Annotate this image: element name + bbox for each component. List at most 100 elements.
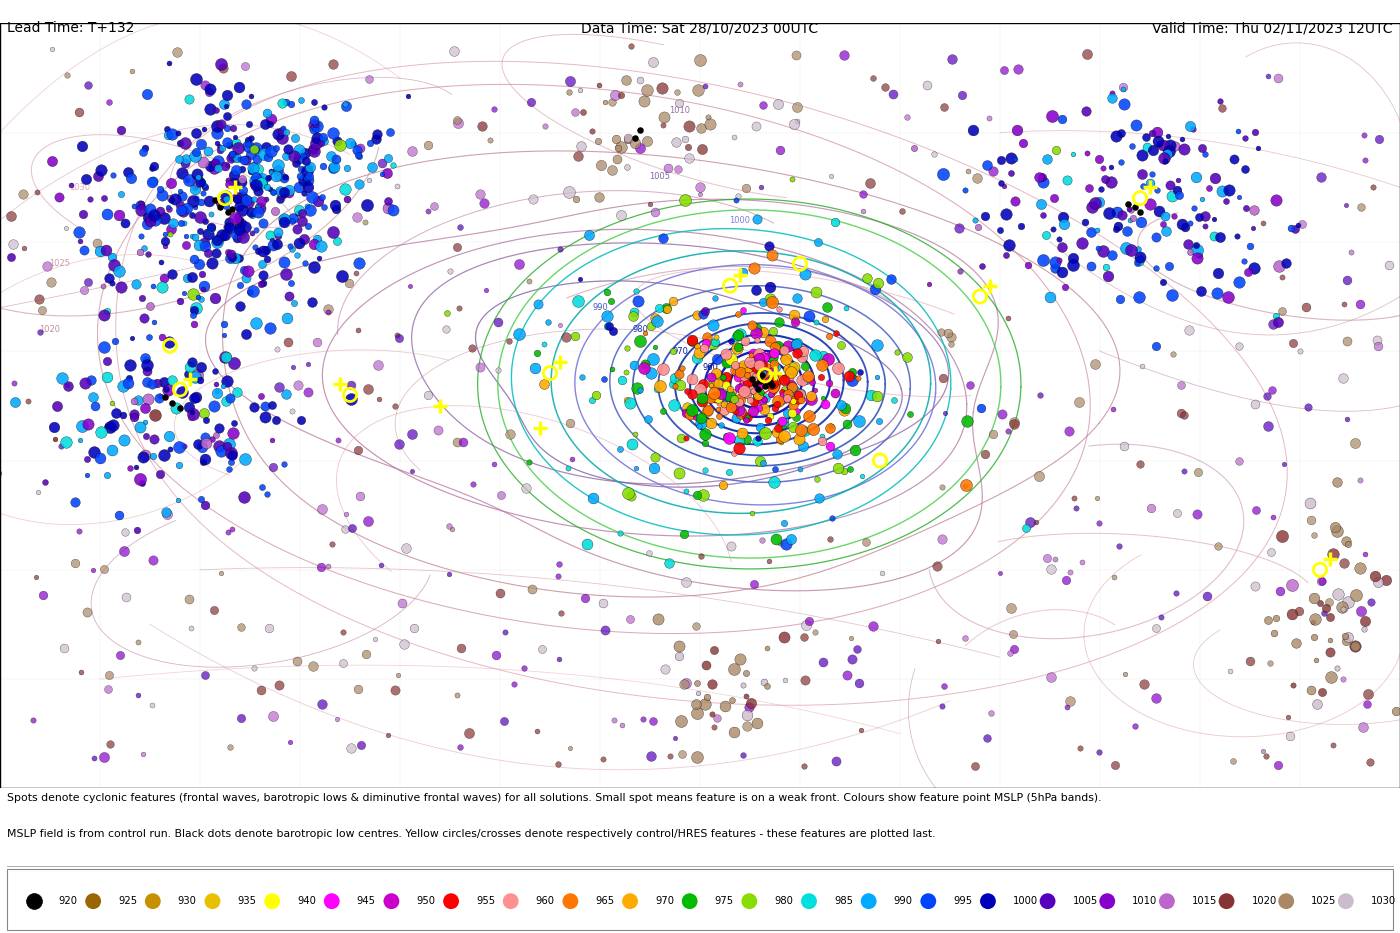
Point xyxy=(757,239,780,254)
Point xyxy=(1319,633,1341,648)
Point xyxy=(1366,339,1389,354)
Point xyxy=(595,285,617,299)
Point xyxy=(749,453,771,468)
Point xyxy=(73,243,95,258)
Point xyxy=(547,652,570,667)
Point xyxy=(724,661,746,676)
Point xyxy=(1252,216,1274,230)
Point xyxy=(218,390,241,405)
Point xyxy=(603,713,626,728)
Point xyxy=(1088,745,1110,759)
Point xyxy=(1224,151,1246,166)
Point xyxy=(1259,655,1281,670)
Point xyxy=(962,122,984,137)
Point xyxy=(391,596,413,611)
Point xyxy=(749,373,771,388)
Point xyxy=(955,413,977,428)
Point xyxy=(1226,123,1249,138)
Text: 930: 930 xyxy=(178,897,197,906)
Point xyxy=(267,162,290,177)
Point xyxy=(748,431,770,446)
Point xyxy=(77,417,99,432)
Point xyxy=(668,367,690,382)
Point xyxy=(713,397,735,412)
Point xyxy=(288,168,311,183)
Point xyxy=(1333,556,1355,571)
Point xyxy=(811,428,833,443)
Point xyxy=(689,52,711,67)
Point xyxy=(148,203,171,218)
Point xyxy=(297,218,319,233)
Point xyxy=(925,558,948,573)
Point xyxy=(729,362,752,377)
Point xyxy=(1056,700,1078,715)
Point xyxy=(1245,503,1267,518)
Point xyxy=(819,532,841,547)
Point xyxy=(601,94,623,109)
Point xyxy=(266,229,288,244)
Point xyxy=(729,327,752,341)
Point xyxy=(168,294,190,309)
Point xyxy=(564,191,587,206)
Point xyxy=(294,146,316,160)
Point xyxy=(759,381,781,396)
Point xyxy=(874,79,896,94)
Point xyxy=(85,236,108,251)
Point xyxy=(503,676,525,691)
Point xyxy=(168,457,190,472)
Point xyxy=(749,384,771,399)
Point xyxy=(788,257,811,272)
Point xyxy=(31,302,53,317)
Point xyxy=(204,245,227,260)
Point xyxy=(1032,207,1054,222)
Point xyxy=(858,176,881,191)
Text: 965: 965 xyxy=(595,897,615,906)
Point xyxy=(342,521,364,536)
Point xyxy=(48,189,70,204)
Point xyxy=(773,342,795,357)
Point xyxy=(182,286,204,301)
Point xyxy=(279,186,301,201)
Point xyxy=(1002,417,1025,432)
Point xyxy=(1319,645,1341,660)
Point xyxy=(1099,174,1121,189)
Point xyxy=(1364,568,1386,583)
Point xyxy=(728,357,750,372)
Point xyxy=(773,382,795,397)
Point xyxy=(239,89,262,104)
Point xyxy=(258,149,280,164)
Point xyxy=(890,203,913,218)
Point xyxy=(680,386,703,401)
Point xyxy=(777,387,799,402)
Point xyxy=(515,480,538,495)
Point xyxy=(1145,620,1168,635)
Point xyxy=(377,201,399,216)
Point xyxy=(333,97,356,112)
Point xyxy=(798,614,820,629)
Point xyxy=(939,329,962,344)
Point xyxy=(200,206,223,221)
Point xyxy=(1257,69,1280,84)
Point xyxy=(773,372,795,387)
Point xyxy=(654,301,676,316)
Point xyxy=(1116,241,1138,256)
Point xyxy=(218,251,241,266)
Point xyxy=(741,361,763,376)
Point xyxy=(262,184,284,199)
Point xyxy=(210,565,232,580)
Point xyxy=(678,119,700,134)
Point xyxy=(664,731,686,745)
Point xyxy=(771,344,794,359)
Point xyxy=(90,425,112,439)
Point xyxy=(227,223,249,238)
Point xyxy=(867,275,889,290)
Point xyxy=(1105,221,1127,236)
Point xyxy=(741,369,763,383)
Point xyxy=(265,141,287,156)
Point xyxy=(255,243,277,258)
Point xyxy=(357,382,379,397)
Point xyxy=(246,151,269,166)
Point xyxy=(687,686,710,701)
Text: 980: 980 xyxy=(631,325,648,334)
Point xyxy=(927,634,949,648)
